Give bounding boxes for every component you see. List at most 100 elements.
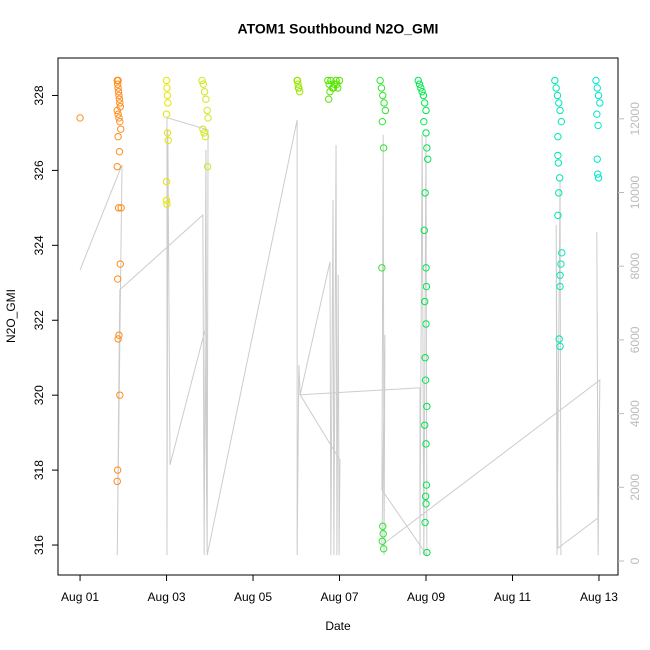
point (113, 162, 121, 171)
point (594, 121, 602, 130)
y2-tick-label: 2000 (628, 474, 642, 501)
point (296, 88, 304, 96)
point (163, 129, 172, 137)
point (421, 297, 429, 306)
point (324, 76, 332, 85)
point (421, 376, 430, 384)
point (116, 99, 124, 107)
point (556, 271, 564, 279)
point (593, 110, 601, 118)
point (379, 522, 387, 530)
point (114, 84, 122, 92)
point (423, 144, 431, 152)
point (593, 155, 601, 163)
y2-tick-label: 10000 (628, 175, 642, 209)
point (594, 91, 603, 100)
x-tick-label: Aug 09 (407, 590, 445, 604)
point (592, 76, 600, 85)
point (422, 500, 430, 508)
point (113, 466, 122, 474)
point (557, 260, 565, 268)
point (380, 99, 388, 107)
point (199, 80, 207, 88)
point (422, 106, 430, 115)
point (114, 76, 122, 85)
point (378, 117, 387, 126)
point (116, 260, 124, 268)
point (553, 91, 562, 100)
point (114, 88, 123, 96)
point (113, 106, 121, 115)
point (557, 117, 566, 126)
plot-frame (57, 57, 619, 576)
y-tick-label: 316 (32, 535, 46, 555)
point (594, 174, 603, 182)
y2-tick-label: 6000 (628, 326, 642, 353)
point (417, 84, 425, 92)
point (376, 76, 384, 85)
point (162, 196, 171, 205)
point (596, 99, 604, 107)
point (378, 537, 387, 545)
y-tick-label: 318 (32, 460, 46, 480)
point (555, 335, 563, 343)
x-tick-label: Aug 01 (61, 590, 99, 604)
y2-tick-label: 0 (628, 557, 642, 564)
point (335, 76, 344, 85)
point (203, 106, 211, 115)
point (201, 132, 210, 141)
point (114, 204, 123, 212)
point (116, 391, 124, 399)
point (113, 477, 121, 486)
point (202, 95, 210, 103)
point (381, 106, 390, 115)
point (163, 84, 171, 92)
point (113, 80, 122, 88)
point (200, 88, 209, 96)
point (414, 76, 422, 85)
y2-tick-label: 4000 (628, 400, 642, 427)
point (164, 99, 172, 107)
point (421, 518, 429, 527)
y-tick-label: 322 (32, 310, 46, 330)
point (116, 117, 124, 126)
point (333, 80, 341, 88)
point (163, 200, 171, 208)
point (293, 76, 302, 85)
point (554, 151, 562, 160)
point (379, 530, 387, 538)
point (422, 129, 430, 137)
point (421, 99, 429, 107)
altitude-line (79, 117, 601, 557)
point (423, 402, 431, 411)
point (294, 84, 303, 92)
point (294, 80, 302, 88)
point (415, 80, 424, 88)
point (204, 114, 212, 122)
point (554, 132, 562, 141)
point (115, 147, 124, 156)
x-tick-label: Aug 05 (234, 590, 272, 604)
point (115, 114, 123, 122)
point (421, 189, 429, 197)
point (164, 136, 172, 145)
point (114, 335, 122, 343)
point (556, 282, 564, 291)
point (332, 76, 340, 85)
y-axis-label: N2O_GMI (4, 289, 18, 343)
point (162, 177, 171, 186)
point (115, 95, 124, 103)
point (379, 144, 388, 152)
point (422, 481, 431, 489)
point (377, 84, 386, 92)
x-tick-label: Aug 13 (580, 590, 618, 604)
point (200, 129, 208, 137)
point (199, 125, 207, 133)
x-tick-label: Aug 03 (148, 590, 186, 604)
point (556, 106, 564, 115)
point (198, 76, 206, 85)
chart-title: ATOM1 Southbound N2O_GMI (238, 21, 439, 37)
point (418, 88, 426, 96)
y-tick-label: 320 (32, 385, 46, 405)
